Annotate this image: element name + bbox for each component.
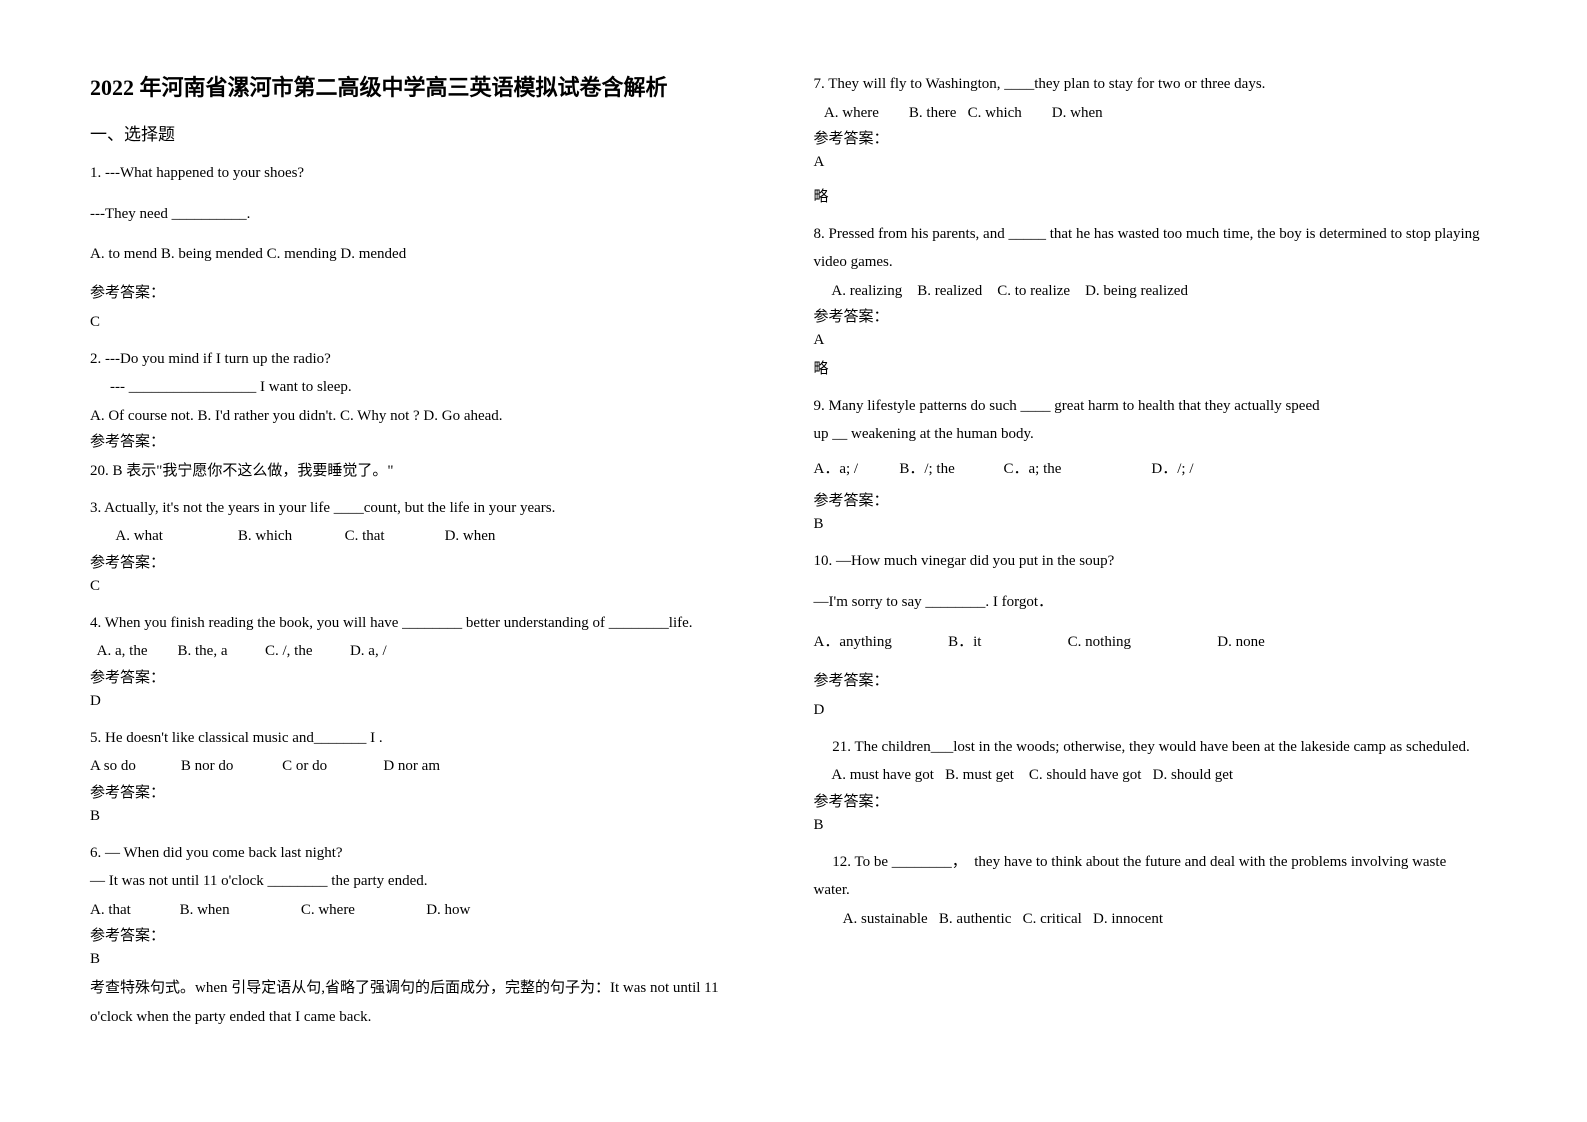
answer-label: 参考答案： bbox=[90, 781, 774, 802]
q1-line1: 1. ---What happened to your shoes? bbox=[90, 159, 774, 188]
question-6: 6. — When did you come back last night? … bbox=[90, 839, 774, 1032]
q5-answer: B bbox=[90, 808, 774, 825]
answer-label: 参考答案： bbox=[90, 430, 774, 451]
q8-options: A. realizing B. realized C. to realize D… bbox=[814, 277, 1498, 306]
q1-line2: ---They need __________. bbox=[90, 200, 774, 229]
q4-answer: D bbox=[90, 693, 774, 710]
q9-answer: B bbox=[814, 516, 1498, 533]
section-heading: 一、选择题 bbox=[90, 120, 774, 145]
question-10: 10. —How much vinegar did you put in the… bbox=[814, 547, 1498, 725]
answer-label: 参考答案： bbox=[814, 489, 1498, 510]
q5-line1: 5. He doesn't like classical music and__… bbox=[90, 724, 774, 753]
question-8: 8. Pressed from his parents, and _____ t… bbox=[814, 220, 1498, 384]
answer-label: 参考答案： bbox=[90, 924, 774, 945]
q11-line1: 21. The children___lost in the woods; ot… bbox=[814, 733, 1498, 762]
answer-label: 参考答案： bbox=[90, 551, 774, 572]
answer-label: 参考答案： bbox=[90, 666, 774, 687]
left-column: 2022 年河南省漯河市第二高级中学高三英语模拟试卷含解析 一、选择题 1. -… bbox=[90, 70, 774, 1082]
question-12: 12. To be ________， they have to think a… bbox=[814, 848, 1498, 934]
q8-line1: 8. Pressed from his parents, and _____ t… bbox=[814, 220, 1498, 277]
right-column: 7. They will fly to Washington, ____they… bbox=[814, 70, 1498, 1082]
q10-line2: —I'm sorry to say ________. I forgot． bbox=[814, 588, 1498, 617]
q5-options: A so do B nor do C or do D nor am bbox=[90, 752, 774, 781]
answer-label: 参考答案： bbox=[90, 281, 774, 302]
q8-explanation: 略 bbox=[814, 355, 1498, 384]
q10-options: A．anything B．it C. nothing D. none bbox=[814, 628, 1498, 657]
answer-label: 参考答案： bbox=[814, 305, 1498, 326]
answer-label: 参考答案： bbox=[814, 669, 1498, 690]
question-4: 4. When you finish reading the book, you… bbox=[90, 609, 774, 716]
q8-answer: A bbox=[814, 332, 1498, 349]
q4-options: A. a, the B. the, a C. /, the D. a, / bbox=[90, 637, 774, 666]
q6-line2: — It was not until 11 o'clock ________ t… bbox=[90, 867, 774, 896]
q7-explanation: 略 bbox=[814, 183, 1498, 212]
q9-options: A．a; / B．/; the C．a; the D．/; / bbox=[814, 455, 1498, 484]
question-9: 9. Many lifestyle patterns do such ____ … bbox=[814, 392, 1498, 540]
q3-line1: 3. Actually, it's not the years in your … bbox=[90, 494, 774, 523]
q7-line1: 7. They will fly to Washington, ____they… bbox=[814, 70, 1498, 99]
q1-answer: C bbox=[90, 314, 774, 331]
q6-answer: B bbox=[90, 951, 774, 968]
q10-line1: 10. —How much vinegar did you put in the… bbox=[814, 547, 1498, 576]
q10-answer: D bbox=[814, 702, 1498, 719]
question-3: 3. Actually, it's not the years in your … bbox=[90, 494, 774, 601]
answer-label: 参考答案： bbox=[814, 127, 1498, 148]
question-7: 7. They will fly to Washington, ____they… bbox=[814, 70, 1498, 212]
q1-options: A. to mend B. being mended C. mending D.… bbox=[90, 240, 774, 269]
q7-answer: A bbox=[814, 154, 1498, 171]
q2-line2: --- _________________ I want to sleep. bbox=[90, 373, 774, 402]
q11-options: A. must have got B. must get C. should h… bbox=[814, 761, 1498, 790]
q6-options: A. that B. when C. where D. how bbox=[90, 896, 774, 925]
exam-title: 2022 年河南省漯河市第二高级中学高三英语模拟试卷含解析 bbox=[90, 70, 774, 102]
q9-line1: 9. Many lifestyle patterns do such ____ … bbox=[814, 392, 1498, 421]
q7-options: A. where B. there C. which D. when bbox=[814, 99, 1498, 128]
q6-line1: 6. — When did you come back last night? bbox=[90, 839, 774, 868]
q12-line2: water. bbox=[814, 876, 1498, 905]
q4-line1: 4. When you finish reading the book, you… bbox=[90, 609, 774, 638]
q3-options: A. what B. which C. that D. when bbox=[90, 522, 774, 551]
page-container: 2022 年河南省漯河市第二高级中学高三英语模拟试卷含解析 一、选择题 1. -… bbox=[0, 0, 1587, 1122]
question-1: 1. ---What happened to your shoes? ---Th… bbox=[90, 159, 774, 337]
q6-explanation-2: o'clock when the party ended that I came… bbox=[90, 1003, 774, 1032]
question-5: 5. He doesn't like classical music and__… bbox=[90, 724, 774, 831]
question-2: 2. ---Do you mind if I turn up the radio… bbox=[90, 345, 774, 486]
q2-line1: 2. ---Do you mind if I turn up the radio… bbox=[90, 345, 774, 374]
q2-options: A. Of course not. B. I'd rather you didn… bbox=[90, 402, 774, 431]
q12-line1: 12. To be ________， they have to think a… bbox=[814, 848, 1498, 877]
q6-explanation-1: 考查特殊句式。when 引导定语从句,省略了强调句的后面成分，完整的句子为：It… bbox=[90, 974, 774, 1003]
question-11: 21. The children___lost in the woods; ot… bbox=[814, 733, 1498, 840]
q2-explanation: 20. B 表示"我宁愿你不这么做，我要睡觉了。" bbox=[90, 457, 774, 486]
q12-options: A. sustainable B. authentic C. critical … bbox=[814, 905, 1498, 934]
q11-answer: B bbox=[814, 817, 1498, 834]
q3-answer: C bbox=[90, 578, 774, 595]
q9-line2: up __ weakening at the human body. bbox=[814, 420, 1498, 449]
answer-label: 参考答案： bbox=[814, 790, 1498, 811]
